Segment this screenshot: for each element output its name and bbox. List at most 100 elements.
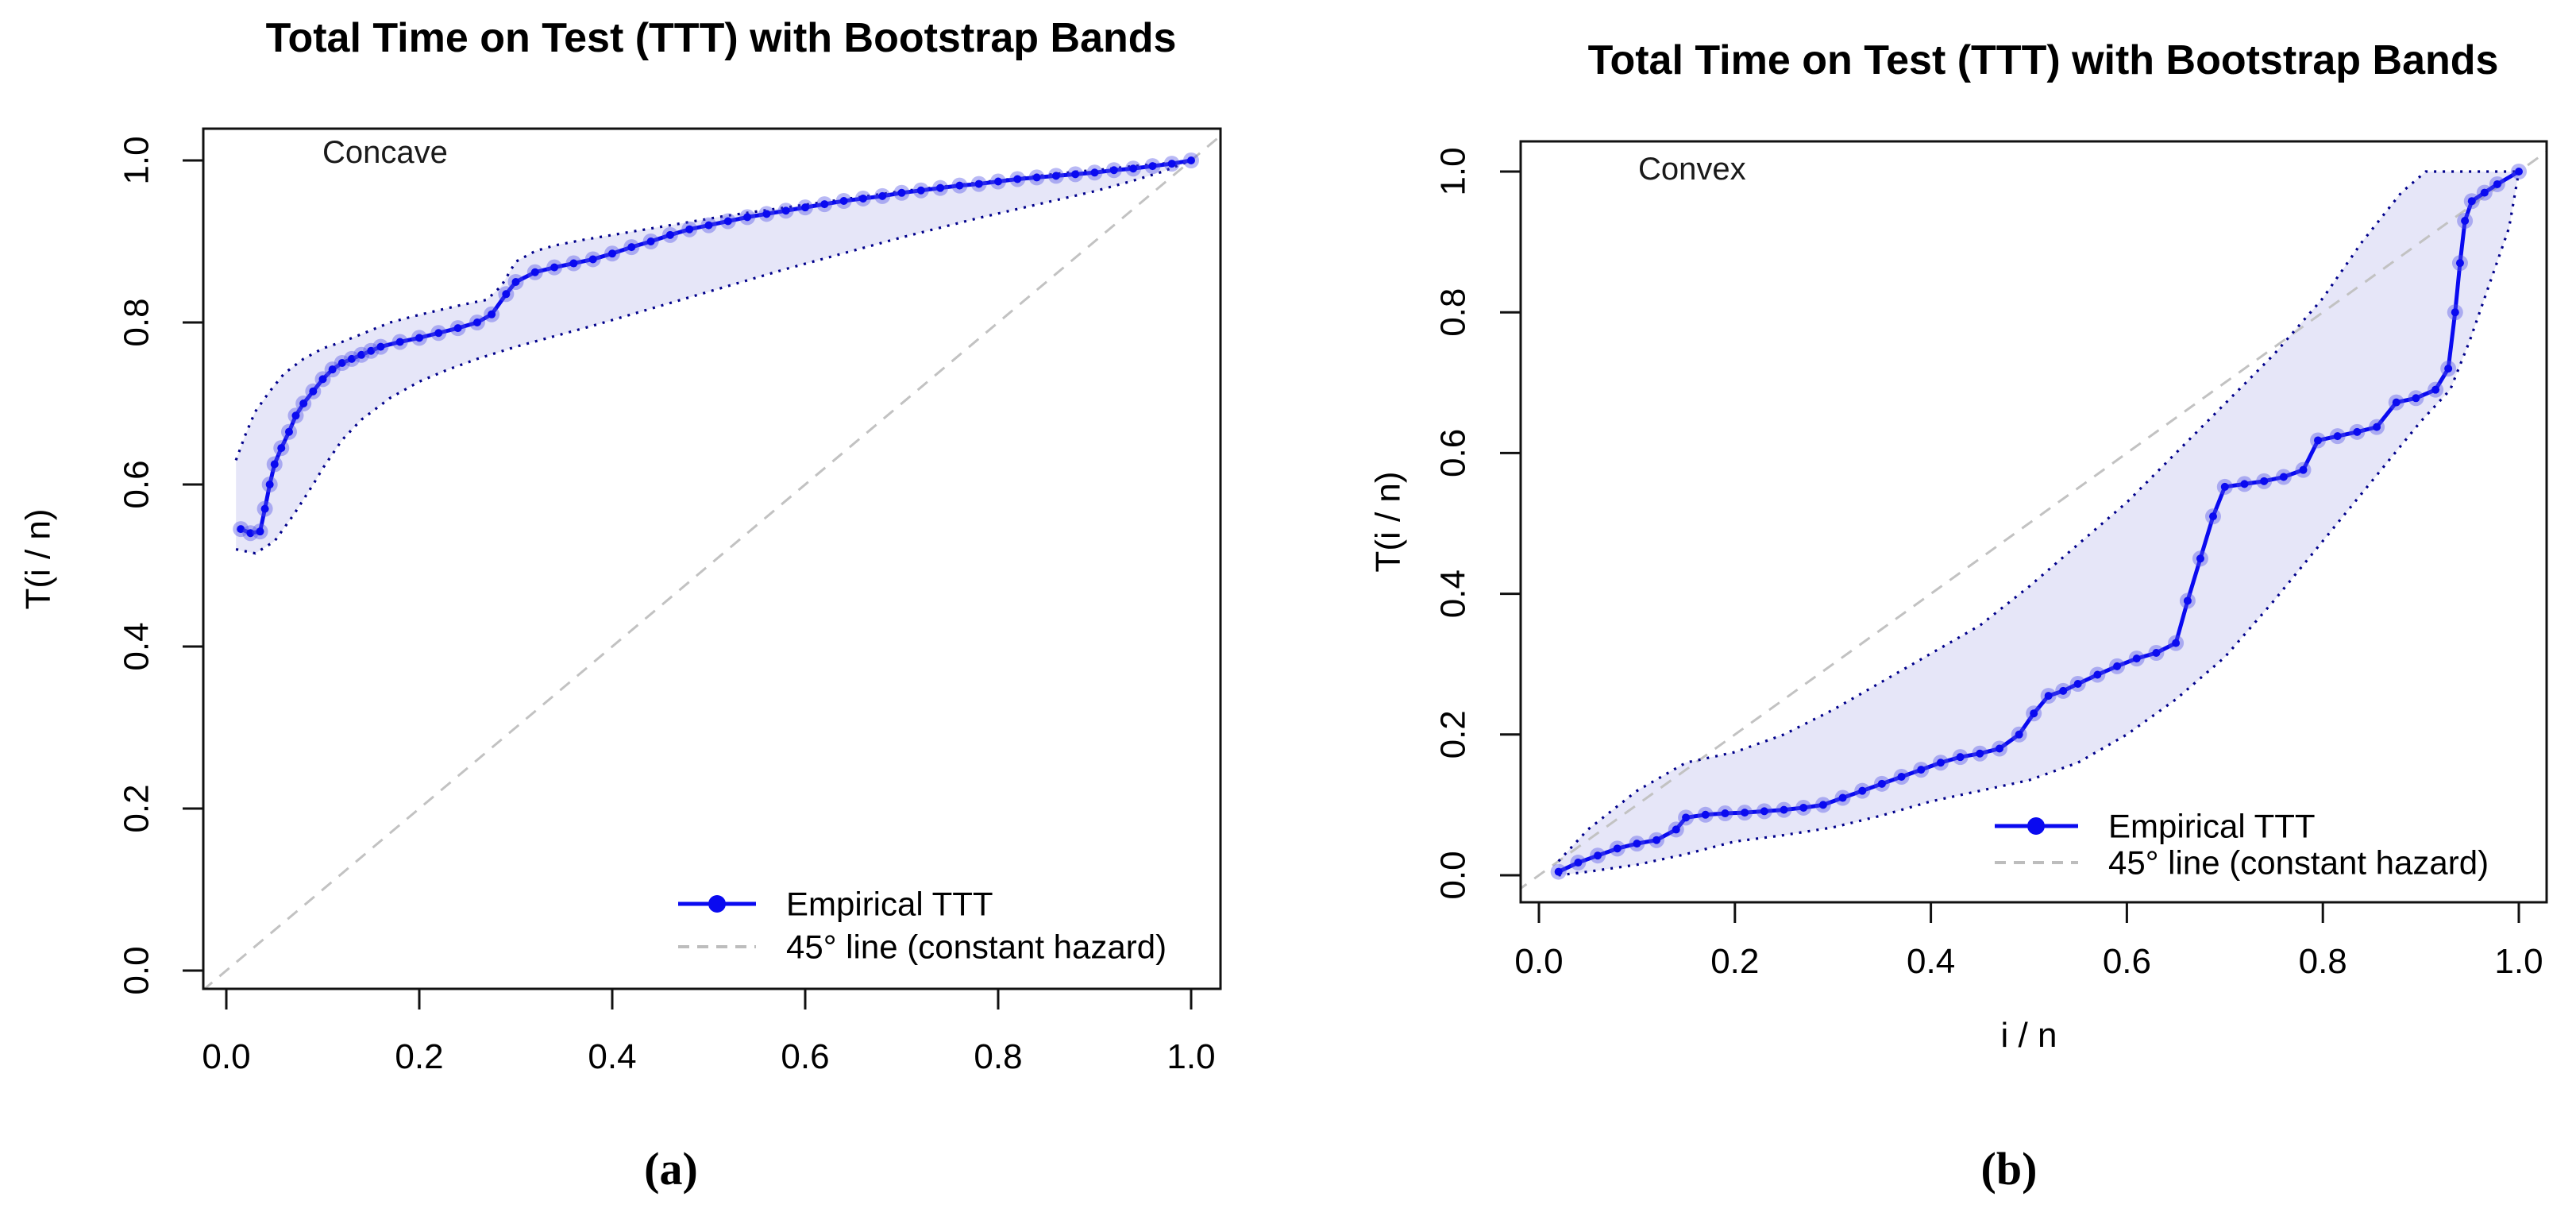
data-point <box>2333 432 2342 441</box>
data-point <box>1129 164 1138 173</box>
data-point <box>2412 394 2420 403</box>
data-point <box>704 221 713 230</box>
x-tick-label: 0.6 <box>781 1037 829 1076</box>
x-tick-label: 0.2 <box>1710 942 1759 981</box>
y-tick-label: 0.0 <box>1434 851 1473 899</box>
data-point <box>2030 709 2038 718</box>
data-point <box>608 249 616 258</box>
data-point <box>2044 692 2053 701</box>
bootstrap-band-upper <box>234 159 1192 461</box>
data-point <box>246 529 255 538</box>
data-point <box>1574 859 1583 867</box>
data-point <box>1652 836 1661 844</box>
data-point <box>2279 473 2288 481</box>
legend-label-45-line: 45° line (constant hazard) <box>786 928 1167 966</box>
data-point <box>878 191 887 200</box>
data-point <box>1858 786 1867 795</box>
y-tick-label: 1.0 <box>1434 147 1473 195</box>
data-point <box>1109 166 1118 175</box>
data-point <box>2392 398 2401 407</box>
data-point <box>1167 160 1176 168</box>
y-tick-label: 0.4 <box>118 622 156 670</box>
x-tick-label: 0.6 <box>2103 942 2151 981</box>
data-point <box>1633 840 1641 848</box>
data-point <box>2240 480 2249 488</box>
data-point <box>284 427 293 436</box>
data-point <box>2480 188 2489 197</box>
data-point <box>1799 803 1808 812</box>
plot-area <box>1521 150 2547 890</box>
data-point <box>936 183 945 192</box>
diagonal-45-line <box>1521 150 2547 890</box>
data-point <box>488 310 496 318</box>
data-point <box>530 268 539 276</box>
data-point <box>260 504 269 513</box>
data-point <box>1187 156 1195 164</box>
x-tick-label: 0.4 <box>588 1037 636 1076</box>
data-point <box>897 188 906 197</box>
data-point <box>2093 670 2102 679</box>
legend-label-empirical-ttt: Empirical TTT <box>786 886 993 923</box>
data-point <box>2183 596 2192 605</box>
data-point <box>955 181 964 190</box>
legend-point-sample <box>2027 817 2045 835</box>
data-point <box>2208 512 2217 521</box>
data-point <box>415 334 423 342</box>
data-point <box>994 177 1002 186</box>
data-point <box>347 354 356 363</box>
y-axis-label: T(i / n) <box>1369 471 1408 572</box>
data-point <box>376 342 385 351</box>
data-point <box>367 346 376 355</box>
x-tick-label: 1.0 <box>1167 1037 1215 1076</box>
x-tick-label: 0.0 <box>1514 942 1563 981</box>
legend-point-sample <box>708 895 726 913</box>
data-point <box>839 197 848 205</box>
data-point <box>1613 844 1622 853</box>
data-point <box>1818 801 1827 809</box>
bootstrap-band-fill <box>1558 172 2519 875</box>
data-point <box>685 225 694 234</box>
data-point <box>1976 749 1984 758</box>
y-tick-label: 0.4 <box>1434 569 1473 618</box>
data-point <box>1013 175 1022 183</box>
data-point <box>1877 779 1886 788</box>
data-point <box>1760 807 1768 816</box>
data-point <box>1995 744 2003 753</box>
data-point <box>1051 172 1060 180</box>
data-point <box>256 527 264 536</box>
data-point <box>2353 427 2362 436</box>
data-point <box>2299 465 2308 474</box>
data-point <box>1701 810 1710 819</box>
data-point <box>472 318 481 326</box>
y-tick-label: 0.6 <box>1434 429 1473 477</box>
data-point <box>2314 436 2323 445</box>
chart-title-b: Total Time on Test (TTT) with Bootstrap … <box>1587 37 2499 83</box>
data-point <box>627 243 636 252</box>
data-point <box>723 217 732 226</box>
y-tick-label: 0.2 <box>118 784 156 832</box>
y-tick-label: 0.8 <box>1434 288 1473 337</box>
plot-border <box>1519 140 2548 904</box>
data-point <box>665 230 674 239</box>
data-point <box>237 525 245 534</box>
data-point <box>1936 759 1945 767</box>
legend-label-45-line: 45° line (constant hazard) <box>2108 844 2489 882</box>
y-tick-label: 0.8 <box>118 298 156 346</box>
chart-title-a: Total Time on Test (TTT) with Bootstrap … <box>265 15 1177 61</box>
data-point <box>1741 809 1749 817</box>
data-point <box>395 338 404 346</box>
data-point <box>1672 825 1680 834</box>
data-point <box>2431 385 2440 394</box>
data-point <box>1148 162 1157 171</box>
bootstrap-band-fill <box>236 160 1191 554</box>
data-point <box>309 387 318 396</box>
data-point <box>1917 766 1926 774</box>
data-point <box>2196 554 2204 563</box>
bootstrap-band-upper <box>1557 170 2519 863</box>
data-point <box>781 207 790 215</box>
data-point <box>1594 851 1602 860</box>
caption-a: (a) <box>644 1143 698 1195</box>
plot-border <box>202 127 1222 990</box>
data-point <box>858 194 867 203</box>
